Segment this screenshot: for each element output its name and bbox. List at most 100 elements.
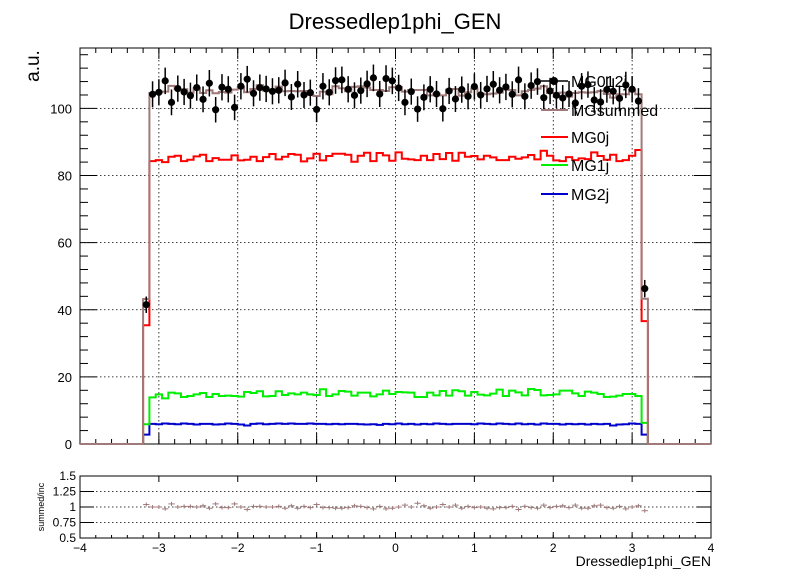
x-tick-label: −1 — [310, 541, 324, 555]
legend-label-mg2j: MG2j — [571, 187, 609, 204]
data-point — [641, 285, 649, 293]
data-point — [420, 93, 428, 101]
data-point — [237, 82, 245, 90]
legend-entry-mg012j: MG012j — [541, 74, 627, 91]
data-point — [205, 79, 213, 87]
x-tick-label: 0 — [392, 541, 399, 555]
data-point — [363, 80, 371, 88]
x-tick-label: −2 — [231, 541, 245, 555]
data-point — [458, 86, 466, 94]
ratio-grid — [80, 491, 711, 523]
data-point — [369, 74, 378, 82]
main-y-tick-label: 0 — [65, 437, 72, 452]
data-point — [287, 93, 295, 101]
data-point — [167, 98, 176, 106]
data-point — [249, 89, 258, 97]
data-point — [445, 87, 453, 95]
ratio-x-ticks: −4 −3 −2 −1 0 1 2 3 4 — [73, 476, 715, 555]
y-axis-label: a.u. — [23, 50, 44, 82]
data-point — [584, 80, 592, 89]
data-point — [319, 82, 327, 90]
legend-entry-mg1j: MG1j — [541, 158, 609, 175]
data-point — [521, 92, 529, 100]
legend-entry-mg0j: MG0j — [541, 130, 609, 147]
data-point — [186, 92, 195, 100]
data-point — [622, 81, 630, 89]
data-point — [230, 103, 239, 111]
data-point — [401, 98, 409, 106]
x-tick-label: −3 — [152, 541, 166, 555]
data-point — [262, 85, 270, 93]
main-y-tick-label: 80 — [58, 169, 72, 184]
data-point — [388, 77, 396, 85]
ratio-y-tick-label: 0.75 — [53, 516, 77, 530]
data-point — [281, 79, 289, 87]
data-point — [628, 85, 636, 93]
data-point — [426, 85, 434, 93]
x-axis-label: Dressedlep1phi_GEN — [576, 553, 711, 569]
main-y-tick-label: 20 — [58, 370, 72, 385]
data-point — [350, 91, 359, 99]
ratio-y-tick-label: 1.25 — [53, 485, 77, 499]
data-point — [344, 85, 352, 93]
data-point — [376, 90, 384, 98]
data-point — [382, 74, 390, 83]
legend-marker-mg012j — [550, 77, 558, 85]
data-point — [483, 85, 491, 93]
data-point — [634, 97, 643, 105]
data-point — [331, 76, 340, 85]
data-point — [609, 87, 617, 95]
data-point — [313, 105, 321, 114]
x-tick-label: 1 — [471, 541, 478, 555]
legend-entry-mgsummed: MGsummed — [541, 103, 658, 120]
data-point — [357, 87, 365, 95]
data-point — [395, 84, 403, 92]
ratio-y-tick-label: 1.5 — [59, 469, 76, 483]
legend-label-mg012j: MG012j — [571, 74, 627, 91]
data-point — [590, 96, 598, 104]
data-point — [596, 98, 605, 106]
legend-entry-mg2j: MG2j — [541, 187, 609, 204]
data-point — [527, 81, 535, 90]
legend: MG012j MGsummed MG0j MG1j MG2j — [541, 74, 658, 204]
x-tick-label: −4 — [73, 541, 87, 555]
data-point — [294, 80, 302, 88]
data-point — [578, 82, 586, 90]
data-point — [306, 89, 314, 97]
main-grid — [80, 48, 711, 444]
data-point — [464, 92, 472, 100]
legend-label-mg0j: MG0j — [571, 130, 609, 147]
data-point — [439, 105, 447, 113]
ratio-y-tick-label: 1 — [69, 500, 76, 514]
data-point — [148, 90, 157, 98]
data-point — [508, 90, 516, 98]
main-y-tick-label: 100 — [50, 101, 72, 116]
main-panel: 0 20 40 60 80 100 — [50, 47, 712, 452]
data-point — [514, 76, 523, 84]
data-point — [174, 85, 182, 93]
data-point — [218, 83, 226, 91]
legend-label-mgsummed: MGsummed — [571, 103, 658, 120]
data-point — [199, 95, 207, 103]
data-point — [477, 91, 485, 99]
data-point — [489, 80, 497, 88]
data-point — [212, 106, 220, 114]
series-mg0j-line — [80, 149, 711, 445]
data-point — [407, 88, 415, 96]
x-tick-label: 4 — [708, 541, 715, 555]
main-y-ticks: 0 20 40 60 80 100 — [50, 54, 711, 452]
data-point — [571, 99, 579, 107]
main-x-ticks — [79, 48, 712, 444]
data-point — [559, 94, 567, 102]
data-point — [338, 76, 346, 84]
data-point — [496, 86, 504, 94]
data-point — [565, 90, 573, 98]
data-point — [275, 86, 283, 94]
data-point — [615, 94, 624, 102]
data-point — [155, 88, 163, 96]
data-point — [256, 84, 264, 92]
x-tick-label: 3 — [629, 541, 636, 555]
data-point — [180, 88, 188, 96]
data-point — [540, 94, 548, 102]
